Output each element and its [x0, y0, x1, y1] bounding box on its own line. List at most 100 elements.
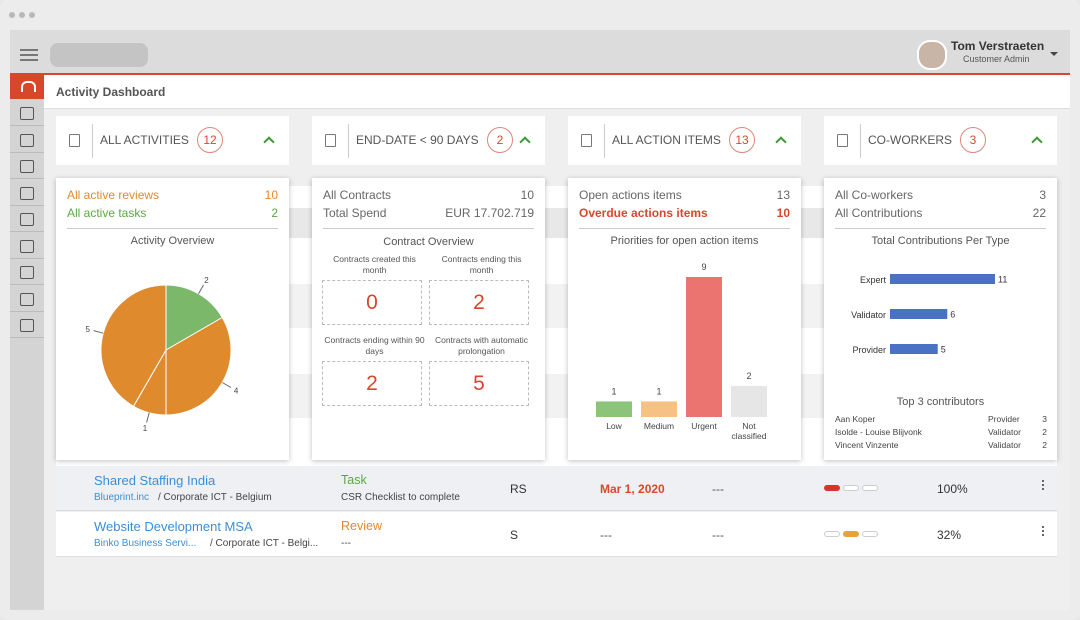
- tile-icon: [581, 134, 592, 147]
- bar-value-label: 11: [998, 275, 1007, 285]
- bar: [890, 309, 948, 319]
- tile-icon: [837, 134, 848, 147]
- window-dot: [9, 12, 15, 18]
- row-department: / Corporate ICT - Belgium: [158, 492, 272, 503]
- tile-label: CO-WORKERS: [868, 133, 952, 147]
- x-tick-label: Medium: [644, 421, 674, 431]
- row-title[interactable]: Shared Staffing India: [94, 473, 216, 488]
- logo-placeholder: [50, 43, 148, 67]
- summary-label: All active reviews: [67, 188, 160, 202]
- contributor-role: Validator: [988, 427, 1021, 437]
- summary-value: 22: [1032, 206, 1046, 220]
- pie-slice: [165, 316, 232, 416]
- row-date: Mar 1, 2020: [600, 482, 665, 496]
- summary-value: 10: [264, 188, 278, 202]
- bar-value-label: 2: [746, 371, 751, 381]
- sidebar-item[interactable]: [10, 152, 44, 179]
- row-company[interactable]: Blueprint.inc: [94, 492, 150, 503]
- contributor-count: 3: [1042, 414, 1047, 424]
- pie-value-label: 2: [204, 276, 209, 285]
- pie-leader: [93, 330, 104, 334]
- user-name[interactable]: Tom Verstraeten: [951, 39, 1045, 53]
- panel: All Contracts 10 Total Spend EUR 17.702.719…: [312, 178, 545, 460]
- sidebar-item[interactable]: [10, 126, 44, 153]
- status-segment: [824, 485, 840, 491]
- row-menu[interactable]: [1041, 480, 1045, 492]
- sidebar-icon: [20, 266, 34, 279]
- row-menu[interactable]: [1041, 526, 1045, 538]
- sidebar-item[interactable]: [10, 232, 44, 259]
- sidebar-active[interactable]: [10, 75, 44, 99]
- row-type: Review: [341, 519, 382, 533]
- row-date: ---: [600, 528, 612, 542]
- box-value: 2: [322, 361, 422, 406]
- sidebar-icon: [20, 160, 34, 173]
- sidebar-icon: [20, 292, 34, 306]
- row-progress: 32%: [937, 528, 962, 542]
- sidebar-item[interactable]: [10, 285, 44, 312]
- bar-value-label: 1: [656, 386, 661, 396]
- user-role: Customer Admin: [963, 54, 1030, 64]
- chart-title: Total Contributions Per Type: [871, 235, 1010, 247]
- summary-tile[interactable]: END-DATE < 90 DAYS 2: [312, 116, 545, 165]
- sidebar-item[interactable]: [10, 258, 44, 285]
- status-segment: [862, 485, 878, 491]
- sidebar-item[interactable]: [10, 311, 44, 338]
- summary-tile[interactable]: ALL ACTION ITEMS 13: [568, 116, 801, 165]
- row-type: Task: [341, 473, 367, 487]
- x-tick-label: Low: [606, 421, 622, 431]
- bar: [641, 401, 677, 417]
- menu-dot: [1042, 484, 1044, 486]
- user-caret[interactable]: [1050, 52, 1058, 56]
- box-label: Contracts with automatic prolongation: [434, 335, 529, 356]
- window-dot: [19, 12, 25, 18]
- box-value: 5: [429, 361, 529, 406]
- pie-leader: [198, 284, 204, 294]
- contributor-role: Provider: [988, 414, 1020, 424]
- row-title[interactable]: Website Development MSA: [94, 519, 253, 534]
- sidebar-item[interactable]: [10, 99, 44, 126]
- row-subject: ---: [341, 538, 351, 549]
- sidebar-icon: [20, 133, 34, 147]
- menu-line: [20, 54, 38, 56]
- tile-chevron: [1031, 136, 1043, 148]
- summary-tile[interactable]: ALL ACTIVITIES 12: [56, 116, 289, 165]
- row-subject: CSR Checklist to complete: [341, 492, 460, 503]
- chart-title: Priorities for open action items: [610, 235, 759, 247]
- y-tick-label: Validator: [851, 310, 886, 320]
- pie-slice: [165, 284, 223, 351]
- sidebar-item[interactable]: [10, 205, 44, 232]
- bar-value-label: 9: [701, 262, 706, 272]
- status-segment: [843, 531, 859, 537]
- menu-dot: [1042, 488, 1044, 490]
- pie-leader: [222, 382, 232, 388]
- bar-value-label: 1: [611, 386, 616, 396]
- menu-dot: [1042, 530, 1044, 532]
- tile-icon: [325, 134, 336, 147]
- menu-button[interactable]: [20, 49, 38, 61]
- summary-tile[interactable]: CO-WORKERS 3: [824, 116, 1057, 165]
- menu-line: [20, 49, 38, 51]
- panel-divider: [579, 228, 790, 229]
- panel: Open actions items 13 Overdue actions item…: [568, 178, 801, 460]
- row-initials: RS: [510, 482, 527, 496]
- y-tick-label: Provider: [852, 345, 886, 355]
- row-company[interactable]: Binko Business Servi...: [94, 538, 197, 549]
- summary-label: Total Spend: [323, 206, 387, 220]
- menu-dot: [1042, 480, 1044, 482]
- chart-title: Activity Overview: [130, 235, 215, 247]
- contributor-count: 2: [1042, 427, 1047, 437]
- sidebar-item[interactable]: [10, 179, 44, 206]
- status-segment: [843, 485, 859, 491]
- summary-label: Overdue actions items: [579, 206, 708, 220]
- contributor-name: Isolde - Louise Blijvonk: [835, 427, 922, 437]
- box-label: Contracts created this month: [333, 254, 416, 275]
- summary-value: 13: [776, 188, 790, 202]
- bar-value-label: 5: [941, 345, 946, 355]
- sidebar-icon: [21, 81, 36, 92]
- tile-count: 13: [729, 127, 755, 153]
- section-title: Top 3 contributors: [896, 396, 985, 408]
- row-initials: S: [510, 528, 519, 542]
- pie-leader: [146, 412, 150, 423]
